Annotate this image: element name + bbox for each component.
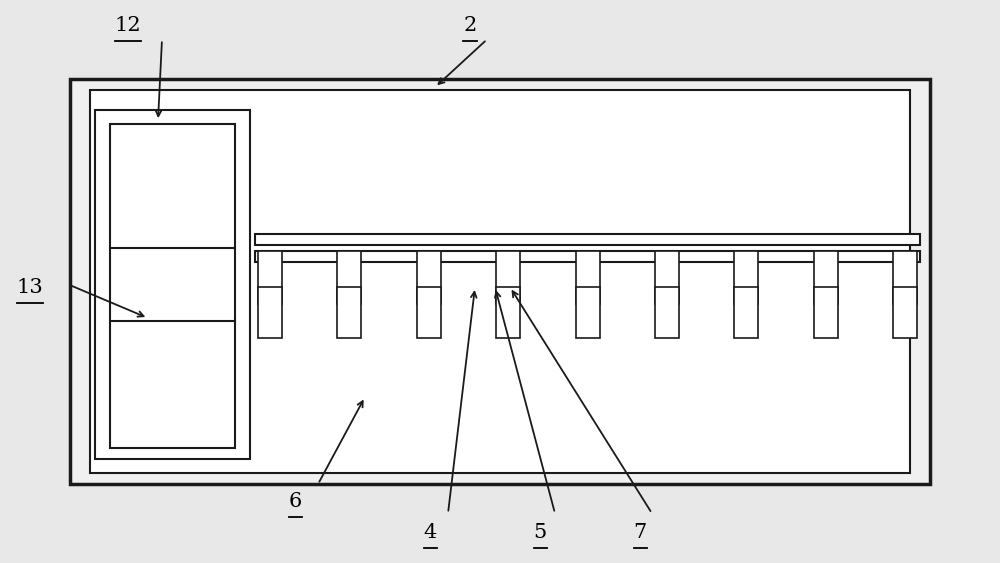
Bar	[337, 287, 361, 338]
Bar	[496, 287, 520, 338]
Bar	[337, 251, 361, 304]
Text: 6: 6	[288, 491, 302, 511]
Bar	[734, 287, 758, 338]
Text: 12: 12	[115, 16, 141, 35]
Bar	[258, 251, 282, 304]
Bar	[417, 287, 441, 338]
Text: 13: 13	[17, 278, 43, 297]
Bar	[814, 287, 838, 338]
Bar	[255, 234, 920, 245]
Bar	[258, 287, 282, 338]
Bar	[576, 287, 600, 338]
Bar	[893, 251, 917, 304]
Bar	[110, 124, 235, 448]
Bar	[90, 90, 910, 473]
Text: 5: 5	[533, 522, 547, 542]
Bar	[814, 251, 838, 304]
Bar	[655, 251, 679, 304]
Bar	[95, 110, 250, 459]
Text: 4: 4	[423, 522, 437, 542]
Bar	[255, 251, 920, 262]
Bar	[576, 251, 600, 304]
Bar	[893, 287, 917, 338]
Bar	[734, 251, 758, 304]
Bar	[496, 251, 520, 304]
Bar	[655, 287, 679, 338]
Bar	[70, 79, 930, 484]
Text: 7: 7	[633, 522, 647, 542]
Text: 2: 2	[463, 16, 477, 35]
Bar	[417, 251, 441, 304]
